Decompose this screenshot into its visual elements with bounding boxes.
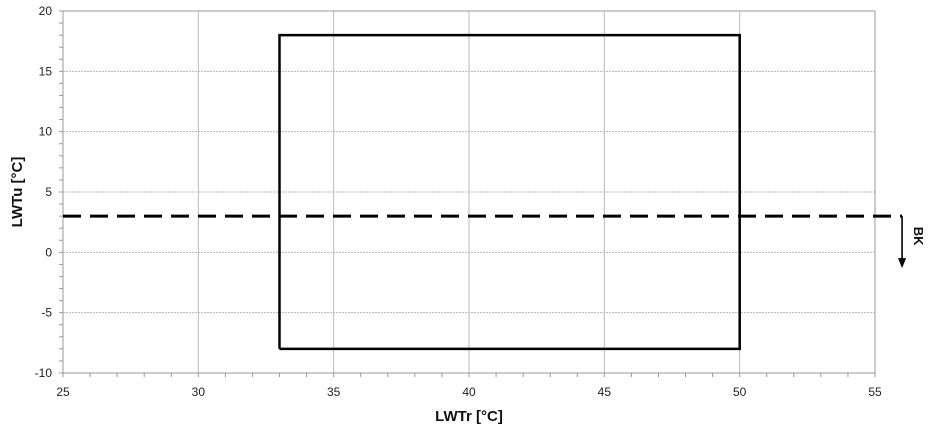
series-group xyxy=(63,33,903,351)
y-tick-label: 0 xyxy=(45,245,52,259)
annotation-label: BK xyxy=(911,227,926,246)
plot-frame xyxy=(62,10,876,374)
x-tick-label: 35 xyxy=(327,385,341,399)
minor-ticks xyxy=(59,10,876,377)
y-tick-label: -5 xyxy=(41,306,52,320)
y-tick-labels: -10 -5 0 5 10 15 20 xyxy=(35,4,53,380)
y-tick-label: 10 xyxy=(39,125,53,139)
grid xyxy=(59,10,876,377)
y-tick-label: -10 xyxy=(35,366,53,380)
y-tick-label: 15 xyxy=(39,64,53,78)
x-tick-labels: 25 30 35 40 45 50 55 xyxy=(56,385,882,399)
x-tick-label: 25 xyxy=(56,385,70,399)
x-tick-label: 40 xyxy=(462,385,476,399)
down-arrow-icon xyxy=(898,216,907,269)
y-axis-title: LWTu [°C] xyxy=(9,157,26,228)
x-tick-label: 30 xyxy=(192,385,206,399)
x-tick-label: 45 xyxy=(598,385,612,399)
x-tick-label: 50 xyxy=(733,385,747,399)
x-tick-label: 55 xyxy=(868,385,882,399)
annotations: BK xyxy=(898,216,926,269)
operating-envelope-line xyxy=(278,33,741,351)
arrow-head xyxy=(898,258,907,269)
y-tick-label: 20 xyxy=(39,4,53,18)
x-axis-title: LWTr [°C] xyxy=(435,408,503,425)
y-tick-label: 5 xyxy=(45,185,52,199)
